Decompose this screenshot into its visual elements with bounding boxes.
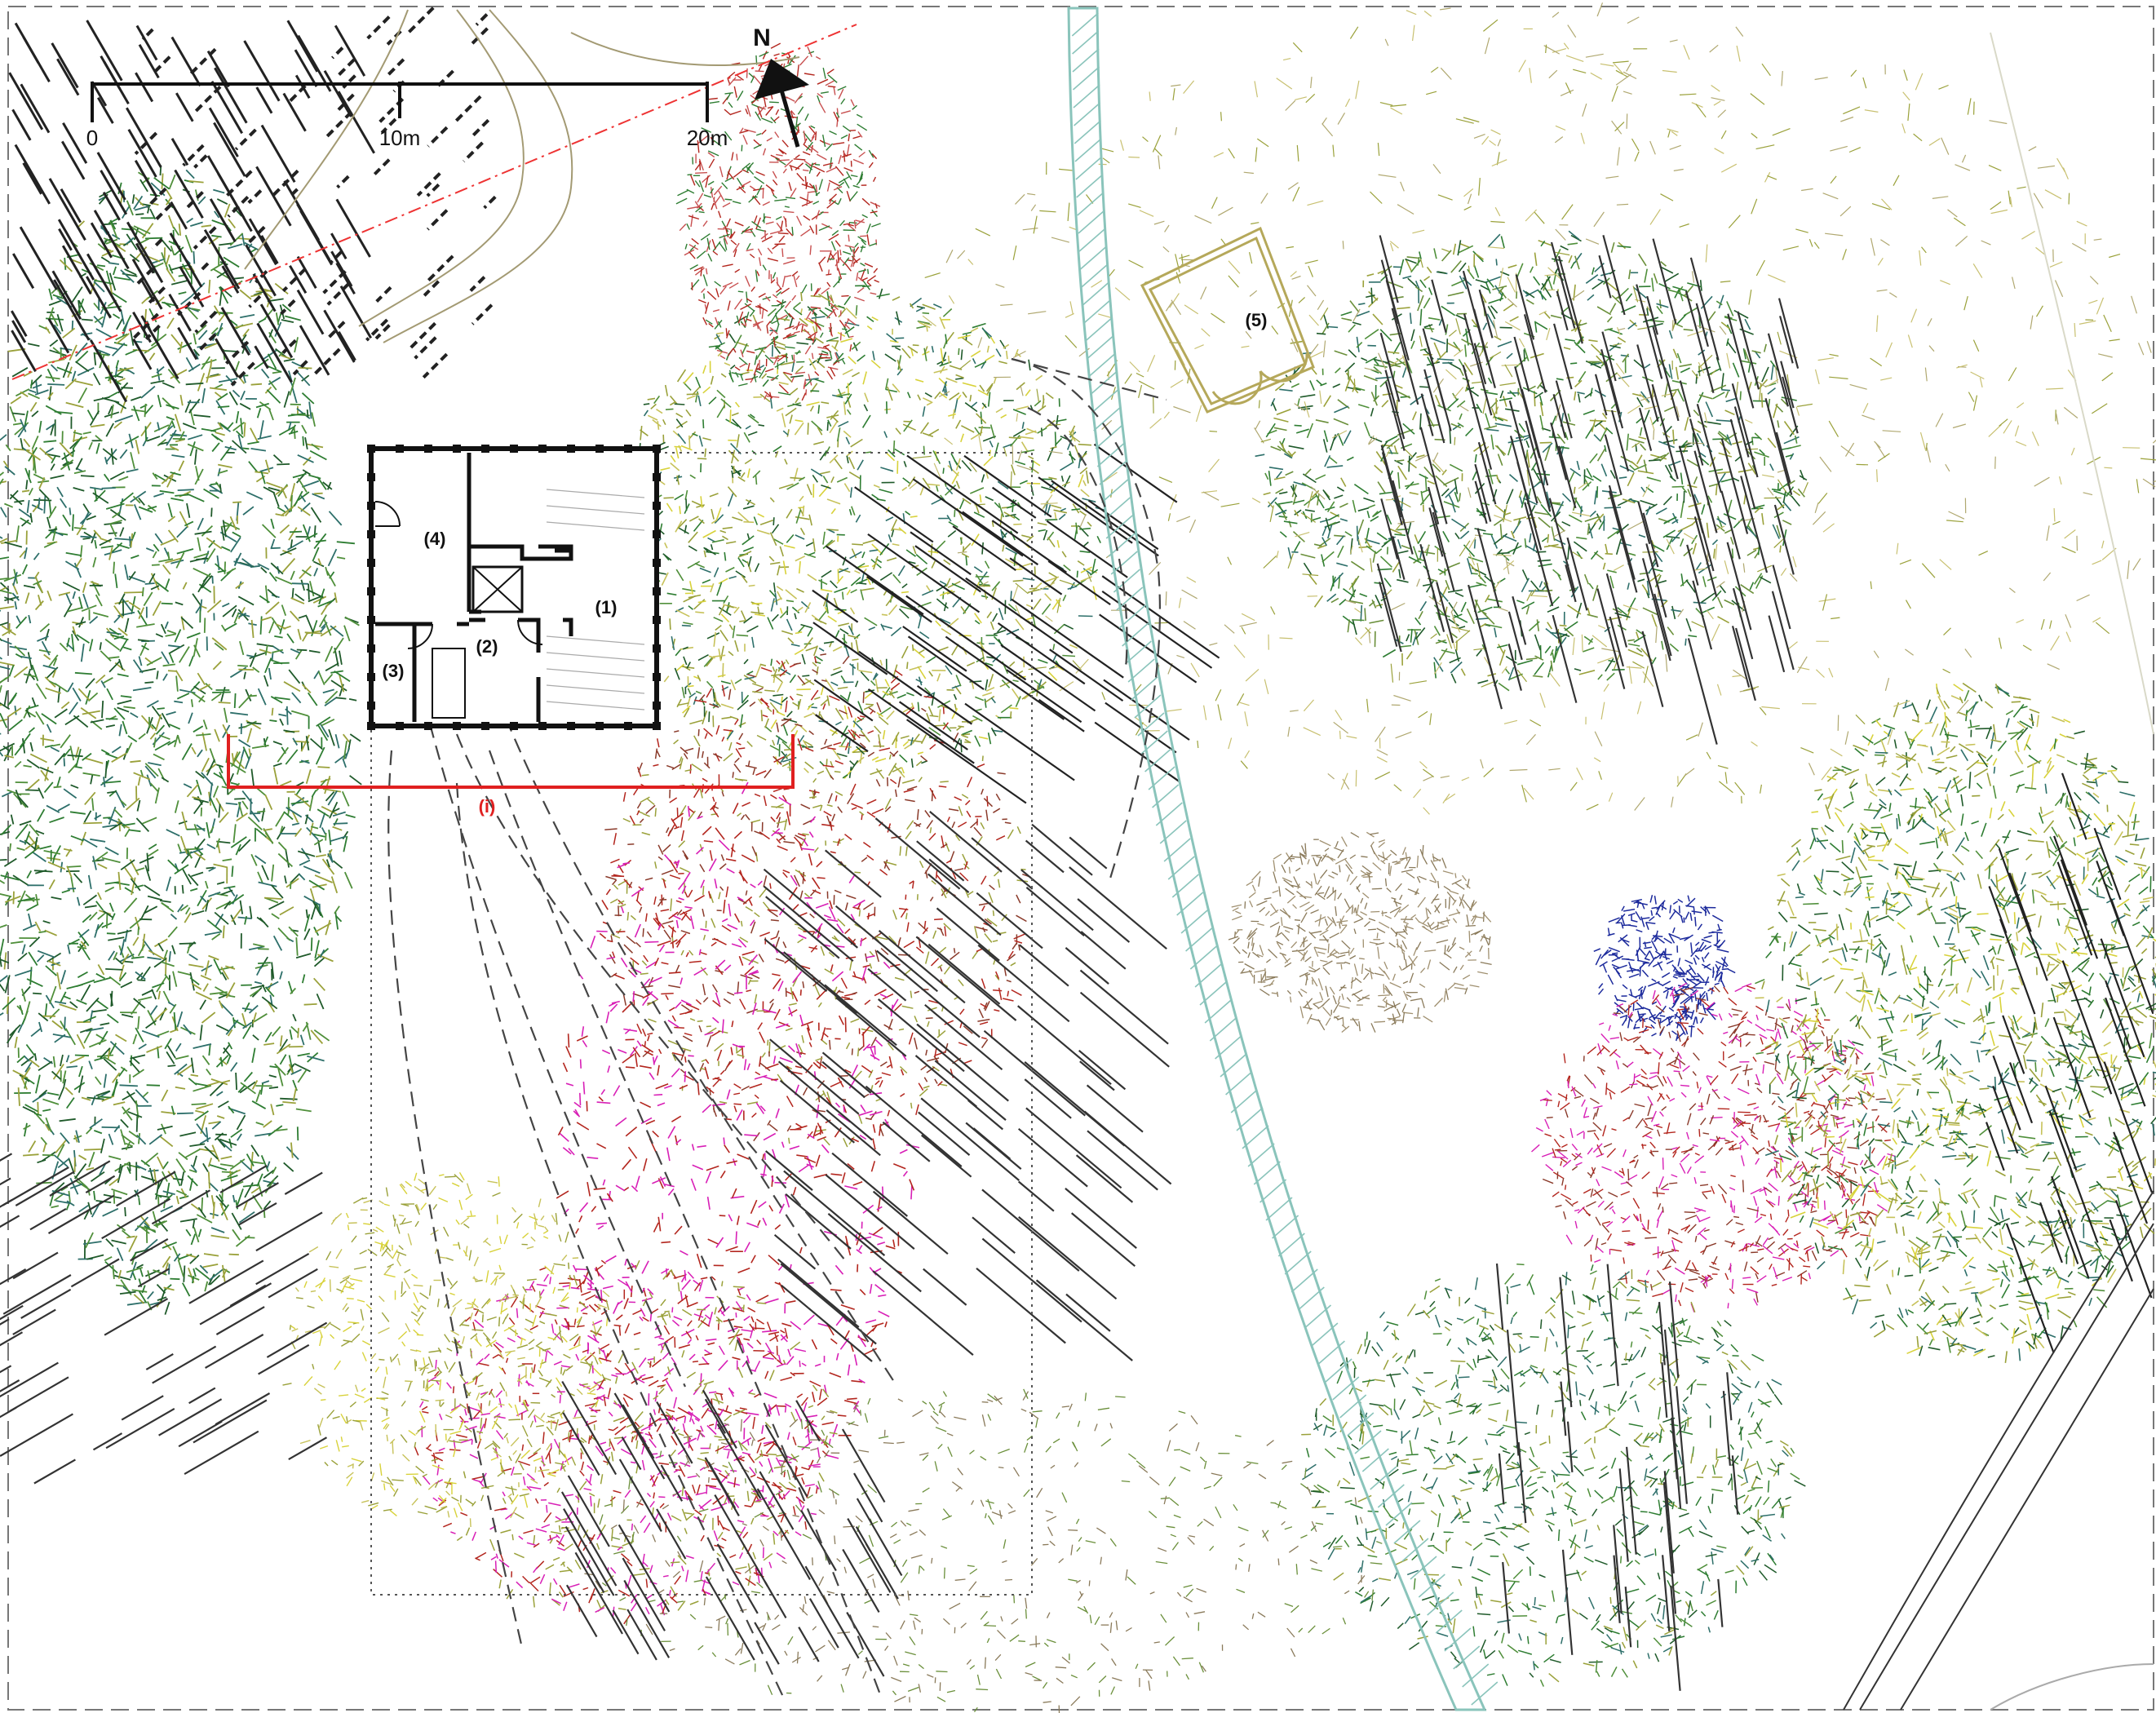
room-3-label: (3): [383, 661, 405, 681]
site-boundary-line: [11, 24, 857, 380]
scale-bar: [91, 82, 709, 122]
pavilion-label: (5): [1246, 310, 1268, 330]
dashed-arcs: [387, 357, 1167, 1698]
section-marker: [227, 734, 795, 789]
room-4-label: (4): [424, 529, 446, 549]
hatched-path: [1067, 7, 1499, 1711]
scale-label-20m: 20m: [687, 126, 728, 150]
section-marker-label: (i): [479, 796, 496, 817]
room-2-label: (2): [476, 636, 498, 657]
road-curves: [244, 9, 2154, 735]
tree-shade-hatching: [0, 7, 2154, 1691]
rail-lines: [1843, 1190, 2154, 1711]
garden-zone-outline: [370, 452, 1033, 1596]
scale-label-10m: 10m: [379, 126, 421, 150]
north-arrow-icon: [755, 59, 809, 148]
scale-label-0: 0: [86, 126, 98, 150]
building-plan: [367, 445, 661, 730]
sheet-border: [7, 6, 2154, 1711]
room-1-label: (1): [595, 597, 618, 617]
pavilion-outline: [1140, 226, 1315, 414]
north-arrow-label: N: [753, 24, 771, 51]
